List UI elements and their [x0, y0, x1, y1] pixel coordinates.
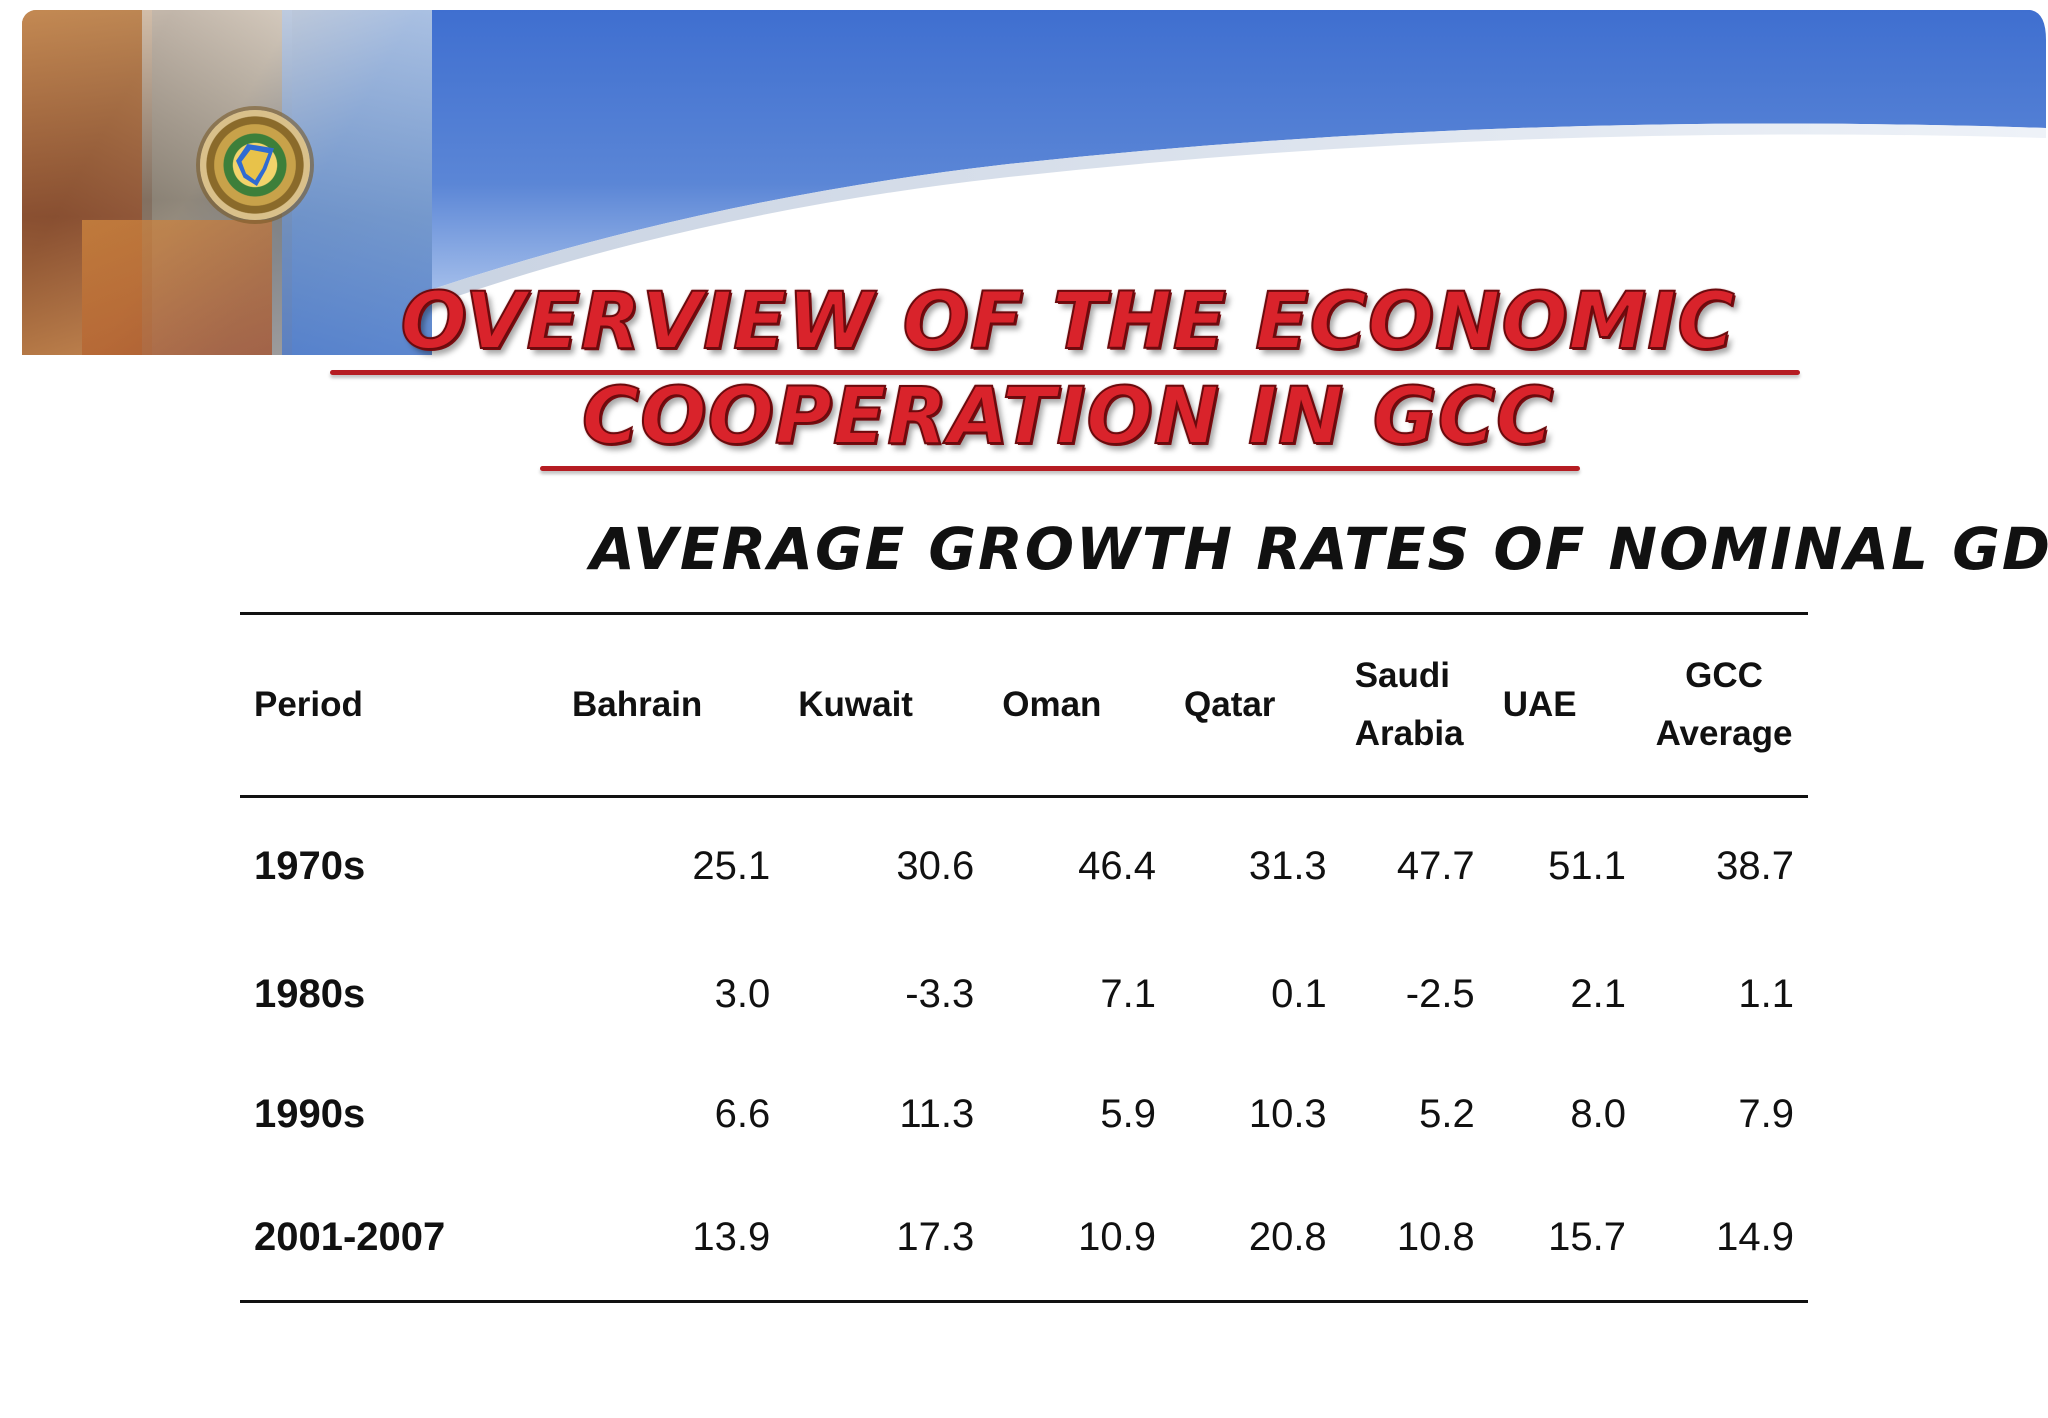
- cell-uae: 8.0: [1570, 1091, 1626, 1136]
- header-kuwait: Kuwait: [798, 685, 913, 724]
- cell-qatar: 20.8: [1248, 1214, 1327, 1259]
- cell-kuwait: 11.3: [899, 1091, 975, 1136]
- table-row: 2001-2007 13.9 17.3 10.9 20.8 10.8 15.7 …: [240, 1174, 1808, 1302]
- slide-title: Overview of the Economic Cooperation in …: [318, 275, 1818, 465]
- cell-bahrain: 3.0: [714, 971, 771, 1016]
- header-saudi-arabia: Saudi Arabia: [1354, 656, 1464, 753]
- cell-saudi-arabia: 5.2: [1419, 1091, 1475, 1136]
- table-row: 1990s 6.6 11.3 5.9 10.3 5.2 8.0 7.9: [240, 1054, 1808, 1174]
- cell-gcc-average: 7.9: [1738, 1091, 1794, 1136]
- cell-saudi-arabia: 47.7: [1396, 843, 1475, 888]
- cell-saudi-arabia: 10.8: [1396, 1214, 1475, 1259]
- cell-gcc-average: 14.9: [1716, 1214, 1794, 1259]
- title-underline-2: [540, 466, 1580, 471]
- cell-bahrain: 13.9: [692, 1214, 771, 1259]
- slide-title-line-1: Overview of the Economic: [399, 276, 1736, 368]
- cell-bahrain: 6.6: [714, 1091, 771, 1136]
- gcc-emblem-logo: [200, 110, 310, 220]
- cell-bahrain: 25.1: [692, 843, 771, 888]
- gdp-growth-table: Period Bahrain Kuwait Oman Qatar Saudi A…: [240, 612, 1808, 1303]
- cell-qatar: 10.3: [1248, 1091, 1327, 1136]
- cell-uae: 15.7: [1548, 1214, 1626, 1259]
- cell-saudi-arabia: -2.5: [1405, 971, 1475, 1016]
- header-uae: UAE: [1502, 685, 1577, 724]
- photo-collage: [22, 10, 432, 355]
- header-oman: Oman: [1002, 685, 1102, 724]
- header-period: Period: [254, 685, 363, 724]
- cell-period: 1970s: [254, 843, 366, 888]
- table-row: 1970s 25.1 30.6 46.4 31.3 47.7 51.1 38.7: [240, 797, 1808, 935]
- cell-kuwait: -3.3: [905, 971, 975, 1016]
- cell-oman: 7.1: [1100, 971, 1156, 1016]
- cell-uae: 2.1: [1570, 971, 1626, 1016]
- cell-period: 1980s: [254, 971, 366, 1016]
- cell-oman: 10.9: [1078, 1214, 1156, 1259]
- header-bahrain: Bahrain: [572, 685, 703, 724]
- header-qatar: Qatar: [1184, 685, 1276, 724]
- cell-gcc-average: 38.7: [1716, 843, 1794, 888]
- cell-kuwait: 17.3: [896, 1214, 975, 1259]
- slide-title-line-2: Cooperation in GCC: [581, 371, 1555, 463]
- header-banner: [0, 0, 2048, 370]
- cell-gcc-average: 1.1: [1738, 971, 1794, 1016]
- table-header-row: Period Bahrain Kuwait Oman Qatar Saudi A…: [240, 613, 1808, 797]
- cell-uae: 51.1: [1548, 843, 1626, 888]
- header-gcc-average: GCC Average: [1655, 656, 1793, 753]
- table-row: 1980s 3.0 -3.3 7.1 0.1 -2.5 2.1 1.1: [240, 934, 1808, 1054]
- table-subtitle: Average Growth Rates of Nominal GDP: [590, 515, 2048, 583]
- cell-qatar: 31.3: [1248, 843, 1327, 888]
- cell-oman: 5.9: [1100, 1091, 1156, 1136]
- cell-period: 2001-2007: [254, 1214, 446, 1259]
- title-underline-1: [330, 370, 1800, 375]
- cell-oman: 46.4: [1078, 843, 1156, 888]
- cell-period: 1990s: [254, 1091, 366, 1136]
- cell-qatar: 0.1: [1271, 971, 1327, 1016]
- cell-kuwait: 30.6: [896, 843, 975, 888]
- gdp-table-container: Period Bahrain Kuwait Oman Qatar Saudi A…: [240, 612, 1808, 1303]
